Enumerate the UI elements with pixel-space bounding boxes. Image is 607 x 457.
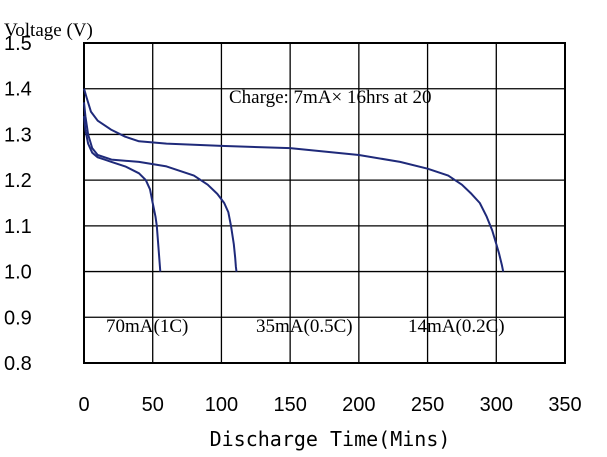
x-tick-label: 0 [78, 394, 89, 416]
y-tick-label: 1.5 [4, 33, 32, 55]
x-tick-label: 150 [273, 394, 306, 416]
y-tick-label: 1.2 [4, 170, 32, 192]
series-line-3 [83, 88, 505, 272]
x-tick-label: 300 [480, 394, 513, 416]
x-tick-label: 250 [411, 394, 444, 416]
label-35mA: 35mA(0.5C) [256, 316, 353, 337]
x-tick-label: 200 [342, 394, 375, 416]
label-70mA: 70mA(1C) [106, 316, 188, 337]
y-tick-label: 0.8 [4, 353, 32, 375]
series-line-2 [83, 102, 238, 272]
x-axis-title: Discharge Time(Mins) [210, 427, 451, 451]
charge-annotation: Charge: 7mA× 16hrs at 20 [229, 87, 431, 108]
label-14mA: 14mA(0.2C) [408, 316, 505, 337]
series-line-1 [83, 115, 162, 272]
y-tick-label: 1.4 [4, 79, 32, 101]
y-tick-label: 1.0 [4, 262, 32, 284]
x-tick-label: 100 [205, 394, 238, 416]
y-axis-title: Voltage (V) [4, 20, 93, 41]
x-tick-label: 50 [142, 394, 164, 416]
y-tick-label: 1.1 [4, 216, 32, 238]
plot-frame [83, 42, 566, 364]
y-tick-label: 1.3 [4, 124, 32, 146]
gridlines [83, 42, 566, 364]
y-tick-labels: 1.5 1.4 1.3 1.2 1.1 1.0 0.9 0.8 [4, 33, 32, 375]
series-lines [83, 88, 505, 272]
x-tick-labels: 0 50 100 150 200 250 300 350 [78, 394, 581, 416]
x-tick-label: 350 [548, 394, 581, 416]
y-tick-label: 0.9 [4, 307, 32, 329]
